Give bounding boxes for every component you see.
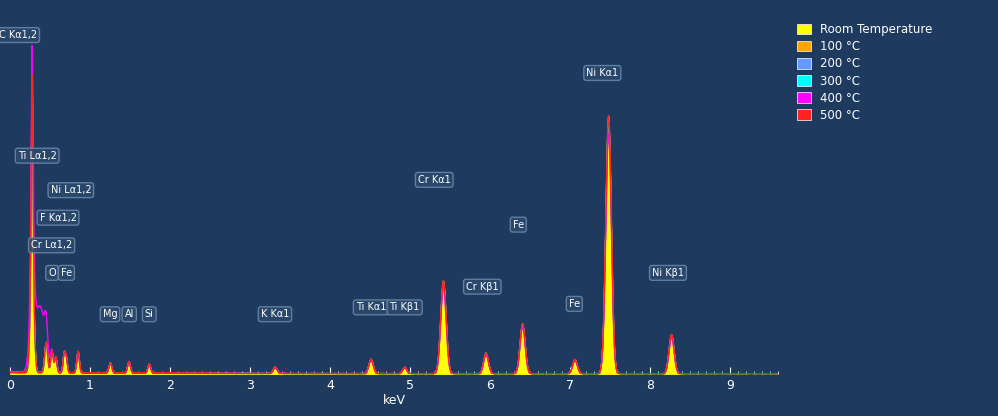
Text: Ti Kα1: Ti Kα1 xyxy=(356,302,386,312)
Text: Mg: Mg xyxy=(103,309,118,319)
Text: Ti Lα1,2: Ti Lα1,2 xyxy=(18,151,57,161)
Text: Ti Kβ1: Ti Kβ1 xyxy=(389,302,420,312)
Legend: Room Temperature, 100 °C, 200 °C, 300 °C, 400 °C, 500 °C: Room Temperature, 100 °C, 200 °C, 300 °C… xyxy=(792,18,937,126)
Text: Ni Kα1: Ni Kα1 xyxy=(586,68,619,78)
Text: Ni Kβ1: Ni Kβ1 xyxy=(652,268,684,278)
Text: Cr Lα1,2: Cr Lα1,2 xyxy=(31,240,72,250)
X-axis label: keV: keV xyxy=(382,394,406,407)
Text: Fe: Fe xyxy=(513,220,524,230)
Text: F Kα1,2: F Kα1,2 xyxy=(40,213,77,223)
Text: Cr Kβ1: Cr Kβ1 xyxy=(466,282,499,292)
Text: Si: Si xyxy=(145,309,154,319)
Text: C Kα1,2: C Kα1,2 xyxy=(0,30,37,40)
Text: Ni Lα1,2: Ni Lα1,2 xyxy=(51,185,91,195)
Text: Fe: Fe xyxy=(569,299,580,309)
Text: O: O xyxy=(48,268,56,278)
Text: Cr Kα1: Cr Kα1 xyxy=(418,175,451,185)
Text: Al: Al xyxy=(125,309,134,319)
Text: K Kα1: K Kα1 xyxy=(260,309,289,319)
Text: Fe: Fe xyxy=(61,268,72,278)
